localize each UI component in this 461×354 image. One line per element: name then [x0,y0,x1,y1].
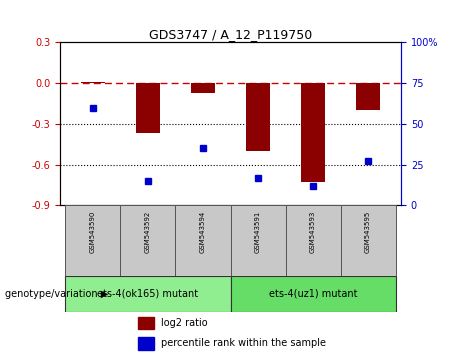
Bar [136,83,160,133]
Bar [190,83,215,93]
Text: GSM543590: GSM543590 [90,210,96,253]
Bar [65,276,230,312]
Text: GSM543592: GSM543592 [145,210,151,252]
Bar [341,205,396,276]
Bar [246,83,271,151]
Text: ets-4(ok165) mutant: ets-4(ok165) mutant [97,289,199,299]
Text: GSM543595: GSM543595 [365,210,371,252]
Text: genotype/variation ▶: genotype/variation ▶ [5,289,108,299]
Bar [285,205,341,276]
Bar [138,337,154,350]
Bar [301,83,325,182]
Text: GSM543594: GSM543594 [200,210,206,252]
Text: GSM543591: GSM543591 [255,210,261,253]
Text: ets-4(uz1) mutant: ets-4(uz1) mutant [269,289,357,299]
Bar [176,205,230,276]
Bar [138,316,154,329]
Text: log2 ratio: log2 ratio [161,318,208,328]
Bar [81,82,105,83]
Text: percentile rank within the sample: percentile rank within the sample [161,338,326,348]
Bar [356,83,380,110]
Bar [230,205,285,276]
Bar [65,205,120,276]
Title: GDS3747 / A_12_P119750: GDS3747 / A_12_P119750 [149,28,312,41]
Text: GSM543593: GSM543593 [310,210,316,253]
Bar [120,205,176,276]
Bar [230,276,396,312]
